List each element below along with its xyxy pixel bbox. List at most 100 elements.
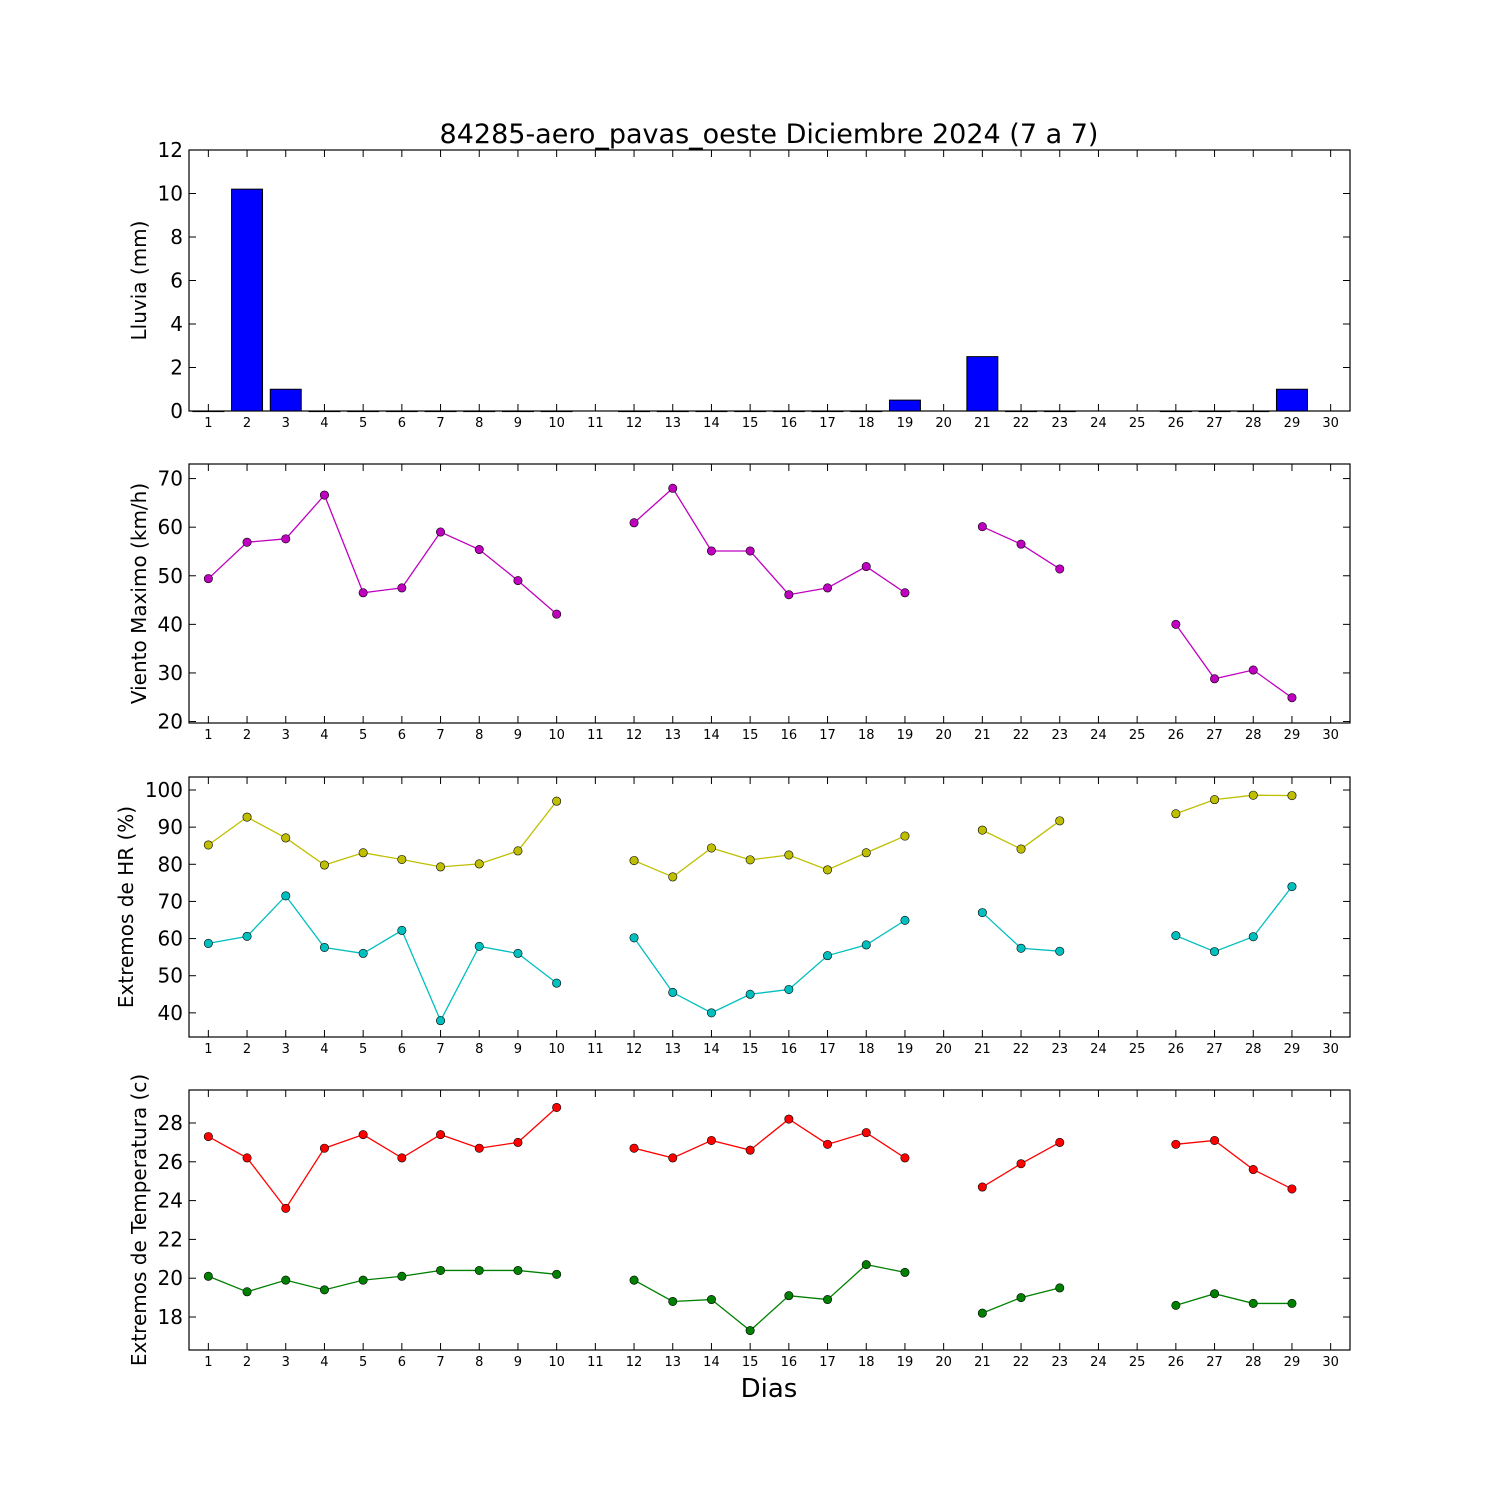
y-tick-label: 22	[158, 1227, 183, 1251]
x-tick-label: 9	[514, 1042, 522, 1057]
x-tick-label: 26	[1168, 728, 1185, 743]
series-1-point-day-29	[1287, 693, 1297, 703]
series-1-line	[633, 835, 906, 878]
rain-bar-day-10	[540, 410, 573, 413]
series-1-point-day-14	[706, 546, 716, 556]
x-tick-label: 19	[897, 1355, 914, 1370]
y-tick-label: 90	[158, 815, 183, 839]
series-1-point-day-14	[706, 1135, 716, 1145]
series-2-line	[1175, 886, 1293, 953]
series-1-point-day-17	[823, 583, 833, 593]
series-1-point-day-1	[203, 1132, 213, 1142]
x-tick-label: 11	[587, 1355, 604, 1370]
series-2-point-day-3	[281, 891, 291, 901]
series-1-point-day-21	[977, 1182, 987, 1192]
rain-bar-day-29	[1275, 388, 1308, 412]
x-tick-label: 17	[819, 728, 836, 743]
y-tick-label: 8	[170, 225, 183, 249]
series-1-point-day-29	[1287, 791, 1297, 801]
x-tick-label: 6	[398, 728, 406, 743]
series-1-point-day-29	[1287, 1184, 1297, 1194]
x-tick-label: 7	[436, 1355, 444, 1370]
x-tick-label: 11	[587, 1042, 604, 1057]
chart-title: 84285-aero_pavas_oeste Diciembre 2024 (7…	[440, 119, 1099, 150]
x-tick-label: 21	[974, 728, 991, 743]
x-tick-label: 16	[781, 1355, 798, 1370]
plot-frame	[188, 149, 1351, 412]
x-tick-label: 24	[1090, 416, 1107, 431]
x-tick-label: 20	[935, 728, 952, 743]
x-tick-label: 10	[548, 1355, 565, 1370]
y-tick-label: 100	[145, 778, 183, 802]
series-1-point-day-9	[513, 1137, 523, 1147]
x-tick-label: 22	[1013, 728, 1030, 743]
series-2-point-day-6	[397, 1271, 407, 1281]
x-tick-label: 15	[742, 416, 759, 431]
y-tick-label: 20	[158, 1266, 183, 1290]
rain-bar-day-15	[734, 410, 767, 413]
series-1-point-day-17	[823, 865, 833, 875]
series-2-point-day-21	[977, 908, 987, 918]
series-2-point-day-13	[668, 1296, 678, 1306]
series-2-point-day-28	[1248, 932, 1258, 942]
series-1-point-day-9	[513, 576, 523, 586]
rain-bar-day-2	[231, 188, 264, 412]
series-1-point-day-13	[668, 1153, 678, 1163]
y-tick-label: 40	[158, 612, 183, 636]
series-1-point-day-3	[281, 833, 291, 843]
series-1-point-day-19	[900, 1153, 910, 1163]
x-tick-label: 5	[359, 416, 367, 431]
series-1-point-day-23	[1055, 816, 1065, 826]
series-1-point-day-19	[900, 831, 910, 841]
x-tick-label: 27	[1206, 728, 1223, 743]
series-2-point-day-2	[242, 1287, 252, 1297]
series-1-point-day-26	[1171, 1139, 1181, 1149]
series-2-point-day-10	[552, 1269, 562, 1279]
x-tick-label: 9	[514, 728, 522, 743]
x-tick-label: 20	[935, 416, 952, 431]
series-2-point-day-22	[1016, 943, 1026, 953]
series-1-point-day-26	[1171, 809, 1181, 819]
series-1-line	[1175, 1139, 1293, 1190]
x-tick-label: 13	[664, 1042, 681, 1057]
x-tick-label: 4	[320, 416, 328, 431]
series-2-point-day-9	[513, 1265, 523, 1275]
x-tick-label: 26	[1168, 1042, 1185, 1057]
x-tick-label: 10	[548, 416, 565, 431]
y-tick-label: 80	[158, 852, 183, 876]
y-tick-label: 6	[170, 269, 183, 293]
series-1-point-day-2	[242, 1153, 252, 1163]
y-tick-label: 60	[158, 927, 183, 951]
x-tick-label: 8	[475, 416, 483, 431]
x-tick-label: 22	[1013, 416, 1030, 431]
x-tick-label: 24	[1090, 1355, 1107, 1370]
series-2-point-day-27	[1210, 947, 1220, 957]
series-1-point-day-8	[474, 859, 484, 869]
x-tick-label: 18	[858, 1355, 875, 1370]
rain-bar-day-7	[424, 410, 457, 413]
x-tick-label: 28	[1245, 1355, 1262, 1370]
x-tick-label: 27	[1206, 1042, 1223, 1057]
x-tick-label: 3	[282, 728, 290, 743]
y-axis-label: Extremos de HR (%)	[114, 806, 138, 1008]
rain-bar-day-13	[656, 410, 689, 413]
x-tick-label: 12	[626, 416, 643, 431]
series-1-line	[207, 800, 558, 868]
series-2-point-day-1	[203, 1271, 213, 1281]
x-tick-label: 20	[935, 1042, 952, 1057]
series-2-point-day-10	[552, 978, 562, 988]
series-1-point-day-2	[242, 812, 252, 822]
series-1-point-day-18	[861, 562, 871, 572]
series-2-point-day-7	[436, 1265, 446, 1275]
y-tick-label: 0	[170, 399, 183, 423]
x-tick-label: 24	[1090, 1042, 1107, 1057]
series-1-point-day-27	[1210, 1135, 1220, 1145]
x-tick-label: 11	[587, 416, 604, 431]
y-tick-label: 4	[170, 312, 183, 336]
y-tick-label: 24	[158, 1189, 183, 1213]
series-2-point-day-17	[823, 1295, 833, 1305]
series-2-point-day-13	[668, 987, 678, 997]
x-tick-label: 30	[1322, 728, 1339, 743]
